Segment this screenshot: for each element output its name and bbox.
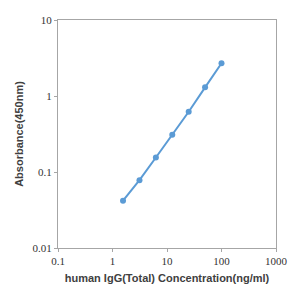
svg-text:10: 10 xyxy=(162,255,174,267)
svg-text:100: 100 xyxy=(213,255,230,267)
svg-text:0.1: 0.1 xyxy=(51,255,65,267)
svg-text:1: 1 xyxy=(110,255,116,267)
svg-text:10: 10 xyxy=(41,14,53,26)
svg-text:1: 1 xyxy=(46,90,52,102)
svg-text:0.01: 0.01 xyxy=(33,242,52,254)
svg-text:1000: 1000 xyxy=(265,255,288,267)
svg-text:Absorbance(450nm): Absorbance(450nm) xyxy=(13,81,25,187)
svg-text:0.1: 0.1 xyxy=(38,166,52,178)
svg-text:human IgG(Total) Concentration: human IgG(Total) Concentration(ng/ml) xyxy=(65,272,270,284)
